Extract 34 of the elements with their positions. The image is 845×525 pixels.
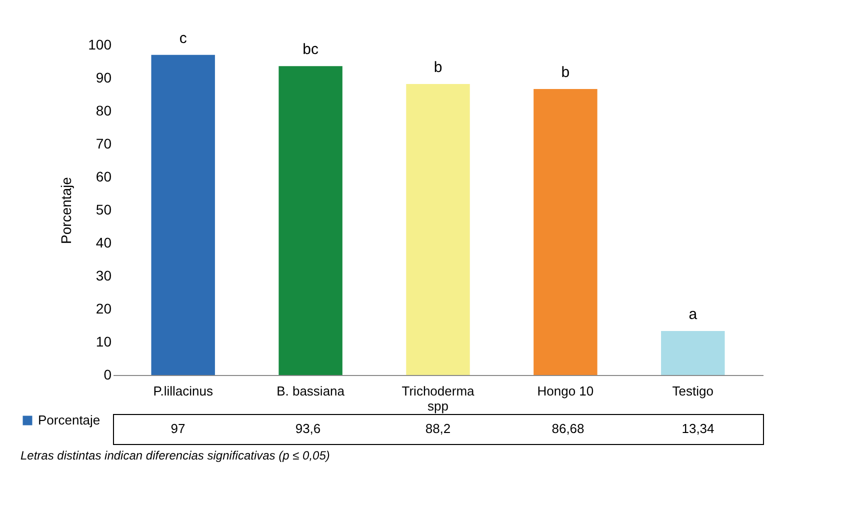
data-label: 86,68 [552, 421, 584, 436]
bar [661, 330, 725, 375]
y-tick-label: 40 [96, 234, 112, 250]
y-tick-label: 70 [96, 136, 112, 152]
y-tick-label: 80 [96, 102, 112, 118]
bar [534, 88, 598, 375]
bar [278, 66, 342, 375]
y-tick-label: 20 [96, 300, 112, 316]
x-tick-label: Testigo [672, 384, 714, 398]
y-tick-label: 50 [96, 202, 112, 218]
y-tick-label: 90 [96, 70, 112, 86]
legend-label: Porcentaje [38, 412, 100, 428]
text: Letras distintas indican diferencias significativas (p ≤ 0,05) [20, 448, 330, 462]
data-label: 97 [170, 421, 186, 436]
y-axis-title: Porcentaje [58, 176, 74, 244]
y-tick-label: 30 [96, 268, 112, 284]
y-tick-label: 0 [104, 366, 112, 382]
data-label: 88,2 [425, 421, 451, 436]
annotation: b [561, 64, 570, 81]
y-tick-label: 60 [96, 168, 112, 184]
annotation: c [179, 30, 188, 47]
annotation: bc [302, 41, 319, 58]
bar [151, 54, 215, 375]
data-label: 13,34 [682, 421, 714, 436]
y-tick-label: 10 [96, 334, 112, 350]
x-tick-label: Trichoderma spp [402, 384, 476, 414]
x-tick-label: P.lillacinus [153, 384, 214, 398]
x-tick-label: B. bassiana [276, 384, 346, 398]
data-label: 93,6 [295, 421, 321, 436]
bar [406, 84, 470, 375]
x-tick-label: Hongo 10 [537, 384, 594, 398]
y-tick-label: 100 [88, 36, 112, 52]
annotation: a [688, 306, 698, 323]
annotation: b [434, 58, 442, 76]
